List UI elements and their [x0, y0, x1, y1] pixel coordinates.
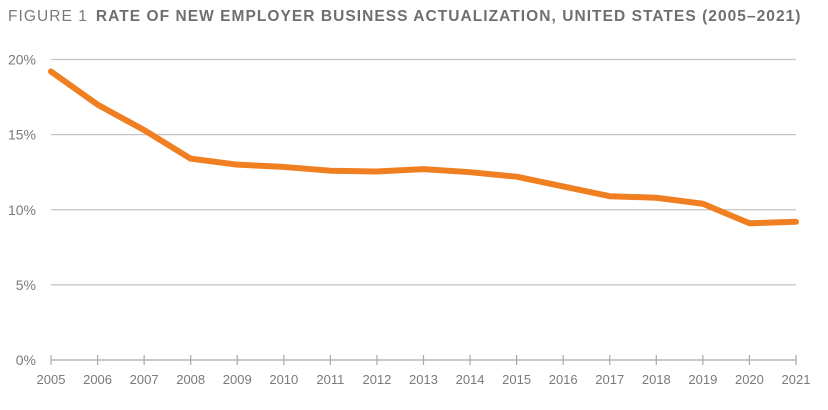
x-tick-label: 2020: [735, 372, 764, 387]
x-tick-label: 2014: [456, 372, 485, 387]
x-tick-label: 2021: [782, 372, 811, 387]
x-tick-label: 2017: [595, 372, 624, 387]
y-tick-label: 10%: [8, 202, 36, 218]
gridlines: [51, 58, 796, 286]
x-tick-label: 2012: [362, 372, 391, 387]
x-tick-label: 2009: [223, 372, 252, 387]
x-tick-label: 2016: [549, 372, 578, 387]
chart-title: FIGURE 1 RATE OF NEW EMPLOYER BUSINESS AC…: [8, 8, 802, 26]
x-tick-label: 2015: [502, 372, 531, 387]
x-tick-label: 2006: [83, 372, 112, 387]
x-tick-label: 2008: [176, 372, 205, 387]
x-tick-label: 2005: [37, 372, 66, 387]
x-tick-label: 2010: [269, 372, 298, 387]
series-line: [48, 68, 799, 227]
x-tick-label: 2011: [316, 372, 344, 387]
x-tick-label: 2019: [688, 372, 717, 387]
figure-label: FIGURE 1: [8, 8, 88, 25]
x-tick-label: 2013: [409, 372, 438, 387]
y-axis-ticks: 0% 5% 10% 15% 20%: [8, 52, 36, 369]
y-tick-label: 20%: [8, 52, 36, 68]
chart-title-text: RATE OF NEW EMPLOYER BUSINESS ACTUALIZAT…: [95, 8, 802, 25]
y-tick-label: 5%: [16, 277, 36, 293]
series-group: [48, 68, 799, 227]
y-tick-label: 15%: [8, 127, 36, 143]
y-tick-label: 0%: [16, 352, 36, 368]
x-tick-label: 2007: [130, 372, 159, 387]
x-axis-ticks: 2005 2006 2007 2008 2009 2010 2011 2012 2013 2014…: [37, 355, 811, 387]
x-tick-label: 2018: [642, 372, 671, 387]
